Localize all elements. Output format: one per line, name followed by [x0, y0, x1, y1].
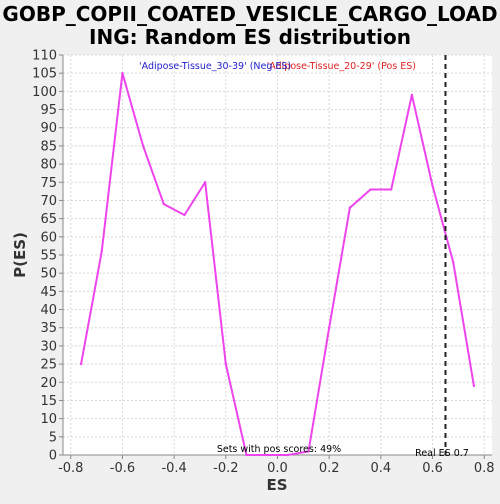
legend-neg-es: 'Adipose-Tissue_30-39' (Neg ES) [139, 61, 291, 72]
y-tick-label: 70 [40, 194, 57, 209]
data-point [452, 261, 455, 264]
y-tick-label: 55 [40, 249, 57, 264]
data-point [79, 362, 83, 366]
y-tick-label: 45 [40, 285, 57, 300]
y-tick-label: 65 [40, 212, 57, 227]
data-point [224, 362, 228, 366]
data-point [390, 188, 393, 191]
data-point [100, 250, 103, 253]
y-tick-label: 50 [40, 267, 57, 282]
data-point [286, 453, 290, 457]
y-tick-label: 30 [40, 339, 57, 354]
data-point [431, 184, 434, 188]
x-tick-label: 0.8 [474, 461, 495, 476]
y-tick-label: 110 [32, 49, 57, 64]
y-tick-label: 80 [40, 158, 57, 173]
y-tick-label: 60 [40, 230, 57, 245]
y-tick-label: 75 [40, 176, 57, 191]
y-tick-label: 25 [40, 358, 57, 373]
y-tick-label: 20 [40, 376, 57, 391]
data-point [327, 326, 331, 329]
data-point [307, 450, 310, 453]
y-tick-label: 10 [40, 412, 57, 427]
y-tick-label: 85 [40, 139, 57, 154]
data-point [203, 181, 207, 184]
data-point [348, 206, 352, 209]
x-tick-label: 0.4 [371, 461, 392, 476]
y-tick-label: 100 [32, 85, 57, 100]
chart-title-line1: GOBP_COPII_COATED_VESICLE_CARGO_LOAD [2, 2, 497, 26]
y-tick-label: 95 [40, 103, 57, 118]
x-tick-label: -0.6 [110, 461, 135, 476]
x-tick-label: -0.4 [161, 461, 186, 476]
real-es-label: Real ES 0.7 [415, 448, 469, 459]
chart-title-line2: ING: Random ES distribution [89, 25, 411, 49]
data-point [245, 453, 248, 457]
y-tick-label: 15 [40, 394, 57, 409]
data-point [183, 213, 186, 217]
pos-scores-label: Sets with pos scores: 49% [217, 444, 341, 455]
data-point [121, 71, 124, 75]
es-distribution-line [80, 72, 475, 456]
x-tick-label: 0.2 [319, 461, 340, 476]
y-tick-label: 105 [32, 67, 57, 82]
y-tick-label: 5 [49, 430, 57, 445]
data-point [265, 453, 269, 457]
legend-pos-es: 'Adipose-Tissue_20-29' (Pos ES) [267, 61, 416, 72]
y-tick-label: 90 [40, 121, 57, 136]
data-point [472, 384, 476, 388]
data-point [410, 93, 414, 97]
x-axis-label: ES [266, 476, 287, 494]
y-tick-label: 0 [49, 449, 57, 464]
y-axis-label: P(ES) [11, 232, 29, 278]
data-point [369, 188, 372, 191]
y-tick-label: 40 [40, 303, 57, 318]
x-tick-label: -0.2 [213, 461, 238, 476]
x-tick-label: 0.0 [267, 461, 288, 476]
y-tick-label: 35 [40, 321, 57, 336]
x-tick-label: -0.8 [58, 461, 83, 476]
data-point [141, 144, 145, 148]
x-tick-label: 0.6 [422, 461, 443, 476]
data-point [162, 202, 165, 206]
